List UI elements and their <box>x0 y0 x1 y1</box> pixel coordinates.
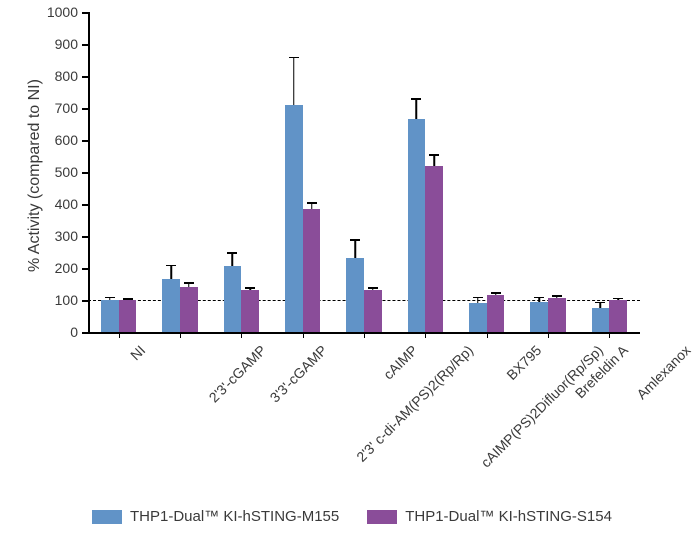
plot-area: 01002003004005006007008009001000NI2'3'-c… <box>88 12 640 332</box>
x-tick-label: BX795 <box>503 342 544 383</box>
bar <box>119 300 137 332</box>
y-tick <box>82 172 88 174</box>
x-tick-label: cAIMP(PS)2Difluor(Rp/Sp) <box>478 342 606 470</box>
y-tick <box>82 76 88 78</box>
y-tick-label: 200 <box>55 260 78 276</box>
bar <box>530 302 548 332</box>
y-tick-label: 700 <box>55 100 78 116</box>
bar-group <box>346 12 382 332</box>
y-tick <box>82 108 88 110</box>
error-bar <box>534 297 544 302</box>
error-bar <box>595 302 605 308</box>
y-tick <box>82 236 88 238</box>
y-tick <box>82 204 88 206</box>
bar <box>592 308 610 332</box>
bar <box>548 298 566 332</box>
bar <box>408 119 426 332</box>
error-bar <box>166 265 176 279</box>
bar-group <box>224 12 260 332</box>
error-bar <box>350 239 360 258</box>
x-tick-label: Amlexanox <box>634 342 694 402</box>
bar <box>162 279 180 332</box>
bar <box>101 300 119 332</box>
bar <box>609 300 627 332</box>
y-tick-label: 800 <box>55 68 78 84</box>
y-tick <box>82 44 88 46</box>
x-tick <box>241 332 242 338</box>
bar-group <box>162 12 198 332</box>
bar-group <box>469 12 505 332</box>
error-bar <box>184 282 194 287</box>
error-bar <box>491 292 501 295</box>
x-tick-label: 2'3'-cGAMP <box>206 342 270 406</box>
bar-group <box>592 12 628 332</box>
error-bar <box>289 57 299 105</box>
x-tick <box>303 332 304 338</box>
error-bar <box>123 298 133 300</box>
error-bar <box>368 287 378 290</box>
x-tick <box>119 332 120 338</box>
x-tick <box>425 332 426 338</box>
bar <box>364 290 382 332</box>
x-tick <box>180 332 181 338</box>
bar <box>285 105 303 332</box>
y-tick-label: 500 <box>55 164 78 180</box>
bar <box>487 295 505 332</box>
y-tick-label: 0 <box>70 324 78 340</box>
x-tick <box>487 332 488 338</box>
x-tick-label: NI <box>127 342 148 363</box>
y-axis <box>88 12 90 332</box>
y-axis-title: % Activity (compared to NI) <box>26 79 44 272</box>
y-tick <box>82 268 88 270</box>
y-tick <box>82 140 88 142</box>
bar <box>469 303 487 332</box>
x-tick-label: cAIMP <box>380 342 420 382</box>
activity-bar-chart: 0 100 200 300 400 500 600 700 800 900 1000 NI 2'3'-c… <box>0 0 700 540</box>
bar <box>303 209 321 332</box>
y-tick-label: 600 <box>55 132 78 148</box>
error-bar <box>307 202 317 208</box>
bar <box>425 166 443 332</box>
error-bar <box>411 98 421 119</box>
legend-item: THP1-Dual™ KI-hSTING-S154 <box>367 508 612 525</box>
x-tick-label: 2'3' c-di-AM(PS)2(Rp/Rp) <box>353 342 476 465</box>
x-tick <box>364 332 365 338</box>
bar-group <box>530 12 566 332</box>
y-tick-label: 900 <box>55 36 78 52</box>
bar <box>180 287 198 332</box>
legend-swatch <box>367 510 397 524</box>
x-tick-label: 3'3'-cGAMP <box>267 342 331 406</box>
bar-group <box>285 12 321 332</box>
legend-item: THP1-Dual™ KI-hSTING-M155 <box>92 508 339 525</box>
legend-swatch <box>92 510 122 524</box>
legend-label: THP1-Dual™ KI-hSTING-S154 <box>405 508 612 525</box>
error-bar <box>613 298 623 300</box>
bar-group <box>408 12 444 332</box>
error-bar <box>245 287 255 290</box>
error-bar <box>105 297 115 300</box>
y-tick-label: 1000 <box>47 4 78 20</box>
bar <box>241 290 259 332</box>
y-tick <box>82 332 88 334</box>
error-bar <box>227 252 237 266</box>
legend: THP1-Dual™ KI-hSTING-M155 THP1-Dual™ KI-h… <box>92 508 612 525</box>
x-tick <box>609 332 610 338</box>
bar-group <box>101 12 137 332</box>
bar <box>224 266 242 332</box>
x-tick <box>548 332 549 338</box>
y-tick-label: 300 <box>55 228 78 244</box>
legend-label: THP1-Dual™ KI-hSTING-M155 <box>130 508 339 525</box>
error-bar <box>429 154 439 165</box>
y-tick <box>82 12 88 14</box>
bar <box>346 258 364 332</box>
y-tick-label: 100 <box>55 292 78 308</box>
error-bar <box>552 295 562 298</box>
error-bar <box>473 297 483 303</box>
y-tick-label: 400 <box>55 196 78 212</box>
